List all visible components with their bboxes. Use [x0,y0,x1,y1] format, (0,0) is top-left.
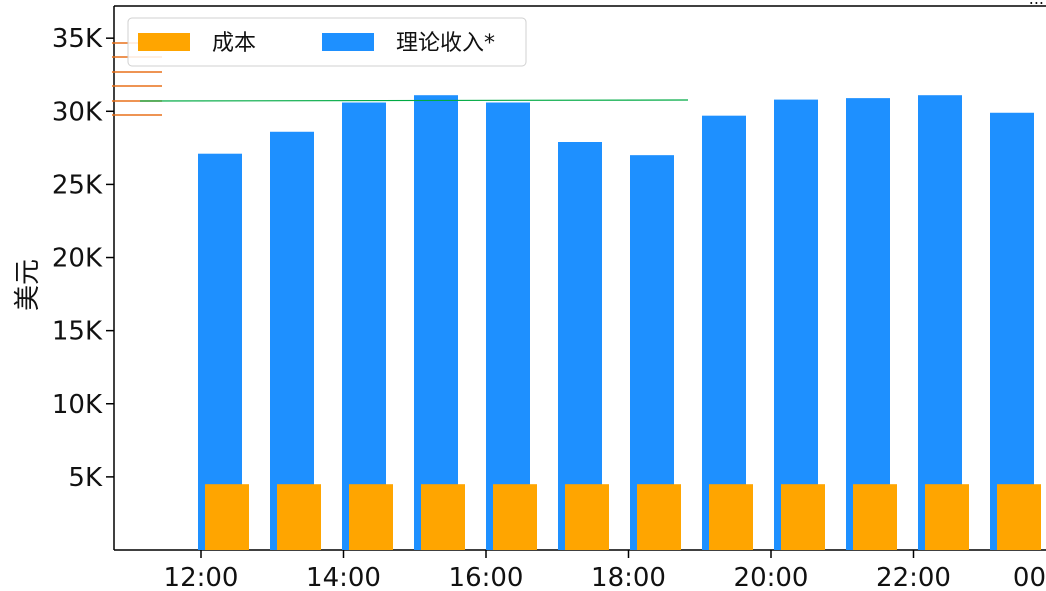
reference-line [139,99,689,102]
y-tick-label: 15K [52,317,103,347]
revenue-bar [414,95,458,551]
revenue-bar [486,102,530,551]
x-tick-label: 00 [1013,563,1046,591]
revenue-bar [918,95,962,551]
x-ticks: 12:00 14:00 16:00 18:00 20:00 22:00 00 [164,550,1046,591]
x-tick-label: 14:00 [306,563,381,591]
x-tick-label: 12:00 [164,563,239,591]
cost-bar [277,484,321,550]
y-tick-label: 20K [52,244,103,274]
cost-bar [421,484,465,550]
cost-bar [205,484,249,550]
top-right-text: ... [1029,0,1044,8]
cost-bar [925,484,969,550]
legend: 成本 理论收入* [127,17,527,67]
legend-swatch-revenue [322,33,374,51]
revenue-bar [702,115,746,550]
cost-bars [205,484,1041,550]
x-tick-label: 16:00 [449,563,524,591]
y-tick-label: 30K [52,97,103,127]
revenue-bar [774,99,818,550]
x-tick-label: 22:00 [876,563,951,591]
revenue-bar [558,142,602,550]
cost-bar [853,484,897,550]
revenue-bar [990,112,1034,550]
revenue-bar [198,153,242,551]
legend-label-cost: 成本 [212,31,256,56]
y-tick-label: 5K [68,463,103,493]
cost-bar [709,484,753,550]
y-tick-label: 35K [52,24,103,54]
legend-swatch-cost [138,33,190,51]
legend-label-revenue: 理论收入* [396,31,495,56]
x-tick-label: 18:00 [591,563,666,591]
revenue-bar [846,98,890,551]
revenue-bars [198,95,1034,551]
cost-bar [637,484,681,550]
revenue-bar [342,102,386,551]
cost-bar [565,484,609,550]
x-tick-label: 20:00 [734,563,809,591]
revenue-bar [270,131,314,551]
cost-bar [493,484,537,550]
y-tick-label: 10K [52,390,103,420]
cost-bar [349,484,393,550]
y-axis-label: 美元 [13,259,43,311]
cost-bar [997,484,1041,550]
y-ticks: 5K 10K 15K 20K 25K 30K 35K [52,24,114,493]
cost-bar [781,484,825,550]
y-tick-label: 25K [52,170,103,200]
